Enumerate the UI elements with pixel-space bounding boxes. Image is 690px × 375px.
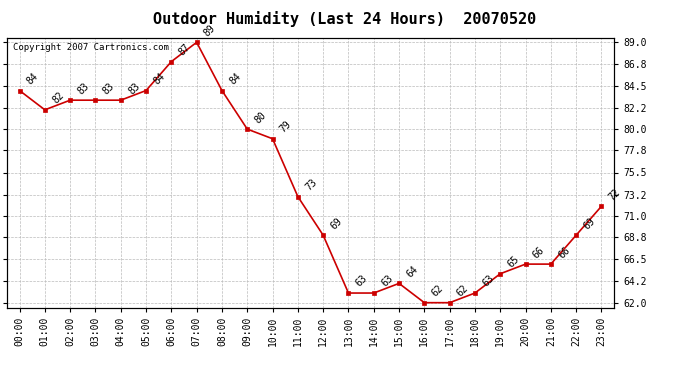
Text: 83: 83 bbox=[101, 81, 117, 96]
Text: 89: 89 bbox=[202, 23, 217, 38]
Text: 62: 62 bbox=[455, 283, 471, 298]
Text: 84: 84 bbox=[25, 71, 41, 86]
Text: 66: 66 bbox=[556, 244, 572, 260]
Text: 62: 62 bbox=[430, 283, 445, 298]
Text: 66: 66 bbox=[531, 244, 546, 260]
Text: 64: 64 bbox=[404, 264, 420, 279]
Text: 72: 72 bbox=[607, 187, 622, 202]
Text: 69: 69 bbox=[328, 216, 344, 231]
Text: 73: 73 bbox=[304, 177, 319, 192]
Text: 63: 63 bbox=[380, 273, 395, 289]
Text: Copyright 2007 Cartronics.com: Copyright 2007 Cartronics.com bbox=[13, 43, 169, 52]
Text: Outdoor Humidity (Last 24 Hours)  20070520: Outdoor Humidity (Last 24 Hours) 2007052… bbox=[153, 11, 537, 27]
Text: 84: 84 bbox=[152, 71, 167, 86]
Text: 87: 87 bbox=[177, 42, 193, 57]
Text: 63: 63 bbox=[354, 273, 369, 289]
Text: 84: 84 bbox=[228, 71, 243, 86]
Text: 83: 83 bbox=[126, 81, 141, 96]
Text: 69: 69 bbox=[582, 216, 597, 231]
Text: 65: 65 bbox=[506, 254, 521, 270]
Text: 63: 63 bbox=[480, 273, 496, 289]
Text: 83: 83 bbox=[76, 81, 91, 96]
Text: 80: 80 bbox=[253, 110, 268, 125]
Text: 79: 79 bbox=[278, 119, 293, 135]
Text: 82: 82 bbox=[50, 90, 66, 106]
